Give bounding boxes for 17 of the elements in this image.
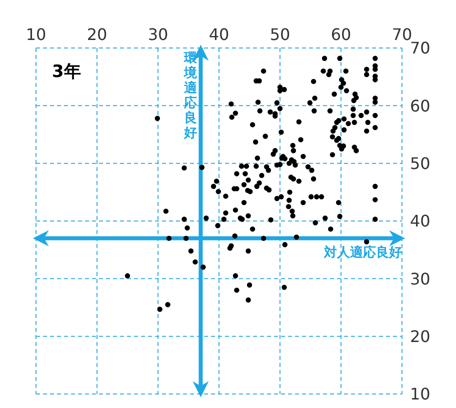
x-tick-label: 10: [26, 25, 46, 44]
ref-line-label: 環境適応良好: [183, 51, 198, 141]
y-tick-label: 30: [410, 269, 430, 288]
ref-line-label: 対人適応良好: [323, 244, 402, 260]
x-tick-label: 50: [270, 25, 290, 44]
y-tick-label: 60: [410, 96, 430, 116]
x-tick-label: 40: [208, 25, 230, 44]
x-tick-label: 20: [86, 25, 108, 44]
y-tick-label: 20: [410, 327, 430, 346]
x-tick-label: 30: [148, 25, 168, 44]
y-tick-label: 70: [410, 38, 430, 58]
text: 3年: [52, 61, 81, 83]
y-tick-label: 10: [410, 384, 430, 404]
x-tick-label: 70: [392, 25, 412, 44]
y-tick-label: 50: [410, 154, 430, 174]
y-tick-label: 40: [410, 212, 430, 231]
x-tick-label: 60: [330, 25, 352, 44]
